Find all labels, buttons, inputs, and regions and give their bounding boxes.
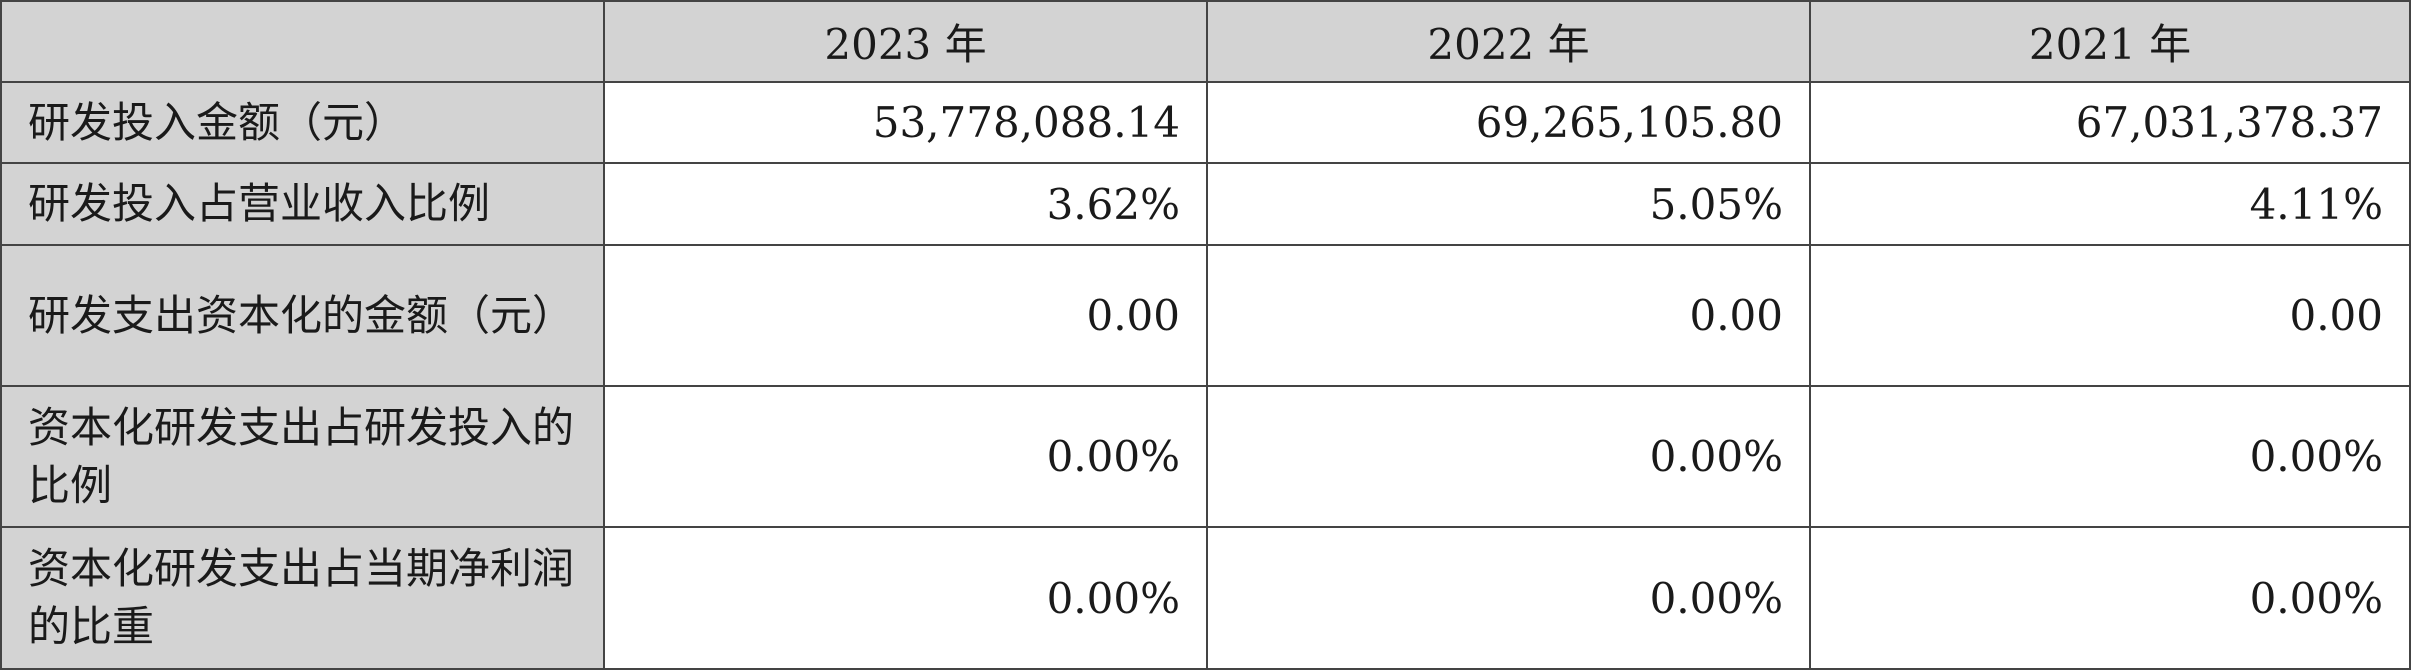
row-label: 研发支出资本化的金额（元）: [0, 244, 605, 387]
value-cell: 0.00%: [1206, 526, 1811, 670]
value-cell: 0.00%: [1809, 385, 2411, 528]
value-cell: 0.00: [1809, 244, 2411, 387]
column-header: 2022 年: [1206, 0, 1811, 83]
value-cell: 4.11%: [1809, 162, 2411, 246]
header-row: 2023 年 2022 年 2021 年: [0, 0, 2411, 83]
row-label: 研发投入占营业收入比例: [0, 162, 605, 246]
value-cell: 0.00%: [1809, 526, 2411, 670]
table-row: 研发投入占营业收入比例 3.62% 5.05% 4.11%: [0, 162, 2411, 246]
value-cell: 69,265,105.80: [1206, 81, 1811, 164]
table-row: 资本化研发支出占当期净利润的比重 0.00% 0.00% 0.00%: [0, 526, 2411, 670]
value-cell: 0.00: [1206, 244, 1811, 387]
table-row: 研发投入金额（元） 53,778,088.14 69,265,105.80 67,03…: [0, 81, 2411, 164]
row-label: 资本化研发支出占当期净利润的比重: [0, 526, 605, 670]
corner-cell: [0, 0, 605, 83]
value-cell: 0.00%: [603, 526, 1208, 670]
table-row: 研发支出资本化的金额（元） 0.00 0.00 0.00: [0, 244, 2411, 387]
value-cell: 0.00%: [1206, 385, 1811, 528]
column-header: 2023 年: [603, 0, 1208, 83]
column-header: 2021 年: [1809, 0, 2411, 83]
value-cell: 5.05%: [1206, 162, 1811, 246]
value-cell: 3.62%: [603, 162, 1208, 246]
row-label: 研发投入金额（元）: [0, 81, 605, 164]
value-cell: 53,778,088.14: [603, 81, 1208, 164]
row-label: 资本化研发支出占研发投入的比例: [0, 385, 605, 528]
table-row: 资本化研发支出占研发投入的比例 0.00% 0.00% 0.00%: [0, 385, 2411, 528]
value-cell: 0.00%: [603, 385, 1208, 528]
value-cell: 67,031,378.37: [1809, 81, 2411, 164]
value-cell: 0.00: [603, 244, 1208, 387]
